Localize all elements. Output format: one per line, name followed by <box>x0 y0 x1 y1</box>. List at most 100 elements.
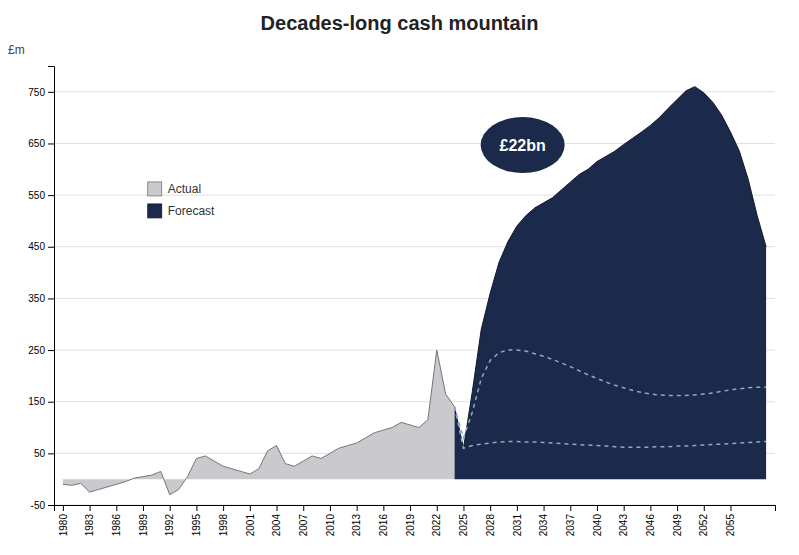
tick-mark <box>48 195 54 196</box>
tick-label: 2001 <box>245 514 256 537</box>
tick-label: 650 <box>28 138 45 149</box>
legend: Actual Forecast <box>148 182 215 218</box>
area <box>455 87 767 480</box>
tick: 2001 <box>245 505 256 536</box>
tick-mark <box>48 143 54 144</box>
annotation: £22bn <box>481 117 565 173</box>
tick-mark <box>48 505 54 506</box>
tick-label: 150 <box>28 396 45 407</box>
tick-mark <box>517 505 518 511</box>
legend-label: Forecast <box>168 204 215 218</box>
tick: 1983 <box>84 505 95 536</box>
tick-mark <box>330 505 331 511</box>
tick-label: 2007 <box>298 514 309 537</box>
tick-mark <box>544 505 545 511</box>
legend-label: Actual <box>168 182 201 196</box>
tick-mark <box>48 453 54 454</box>
tick-label: 1983 <box>84 514 95 537</box>
axis-line <box>48 67 55 506</box>
legend-item: Actual <box>148 182 201 196</box>
tick-mark <box>490 505 491 511</box>
tick: 2040 <box>592 505 603 536</box>
tick-mark <box>63 505 64 511</box>
tick-mark <box>116 505 117 511</box>
tick-label: 2049 <box>672 514 683 537</box>
title: Decades-long cash mountain <box>261 12 539 34</box>
tick: 2049 <box>672 505 683 536</box>
tick: 2025 <box>458 505 469 536</box>
tick: 750 <box>28 87 54 98</box>
legend-item: Forecast <box>148 204 215 218</box>
tick: 1995 <box>191 505 202 536</box>
tick-mark <box>143 505 144 511</box>
tick: 2004 <box>271 505 282 536</box>
tick-label: 550 <box>28 190 45 201</box>
tick-label: 2034 <box>538 514 549 537</box>
tick: 550 <box>28 190 54 201</box>
tick-mark <box>624 505 625 511</box>
tick-label: 2010 <box>325 514 336 537</box>
tick: 650 <box>28 138 54 149</box>
tick-mark <box>357 505 358 511</box>
tick: 50 <box>34 448 54 459</box>
plot: 1980198319861989199219951998200120042007… <box>28 67 775 537</box>
tick-label: 2055 <box>725 514 736 537</box>
tick-label: 2046 <box>645 514 656 537</box>
tick-label: 2037 <box>565 514 576 537</box>
tick-mark <box>196 505 197 511</box>
tick: 2028 <box>485 505 496 536</box>
tick-mark <box>48 350 54 351</box>
tick-label: 50 <box>34 448 46 459</box>
tick-mark <box>650 505 651 511</box>
tick: 2022 <box>431 505 442 536</box>
tick: 1980 <box>58 505 69 536</box>
line <box>455 407 767 448</box>
tick: 2055 <box>725 505 736 536</box>
tick: -50 <box>31 500 54 511</box>
tick: 1992 <box>164 505 175 536</box>
tick-label: 2004 <box>271 514 282 537</box>
tick-mark <box>277 505 278 511</box>
tick-label: -50 <box>31 500 46 511</box>
tick: 450 <box>28 241 54 252</box>
y-axis: -50 50 150 250 350 450 550 650 750 <box>28 67 54 511</box>
tick-mark <box>170 505 171 511</box>
area-outline <box>63 350 455 495</box>
grid-line <box>54 91 775 92</box>
tick-label: 2013 <box>351 514 362 537</box>
tick-label: 1986 <box>111 514 122 537</box>
area-outline <box>455 87 767 449</box>
tick-label: 2052 <box>698 514 709 537</box>
tick-label: 2025 <box>458 514 469 537</box>
tick-mark <box>437 505 438 511</box>
tick: 2046 <box>645 505 656 536</box>
tick: 1989 <box>138 505 149 536</box>
tick-label: 2031 <box>512 514 523 537</box>
chart: Decades-long cash mountain 1980 1983 1986 19… <box>0 0 799 555</box>
tick-mark <box>597 505 598 511</box>
tick-mark <box>48 247 54 248</box>
tick: 1986 <box>111 505 122 536</box>
tick-mark <box>463 505 464 511</box>
tick-label: 450 <box>28 241 45 252</box>
tick-label: 2028 <box>485 514 496 537</box>
tick-label: 2016 <box>378 514 389 537</box>
tick-mark <box>48 298 54 299</box>
tick-label: 1989 <box>138 514 149 537</box>
tick-label: 1995 <box>191 514 202 537</box>
legend-swatch <box>148 182 162 196</box>
tick-label: 350 <box>28 293 45 304</box>
line <box>455 350 767 438</box>
tick-label: 750 <box>28 87 45 98</box>
area <box>63 350 455 495</box>
tick-label: 1980 <box>58 514 69 537</box>
tick-label: 2040 <box>592 514 603 537</box>
tick-mark <box>48 92 54 93</box>
axis-line <box>55 506 776 512</box>
tick-mark <box>677 505 678 511</box>
tick-label: 2019 <box>405 514 416 537</box>
tick-mark <box>250 505 251 511</box>
tick: 250 <box>28 345 54 356</box>
tick-mark <box>303 505 304 511</box>
tick: 150 <box>28 396 54 407</box>
